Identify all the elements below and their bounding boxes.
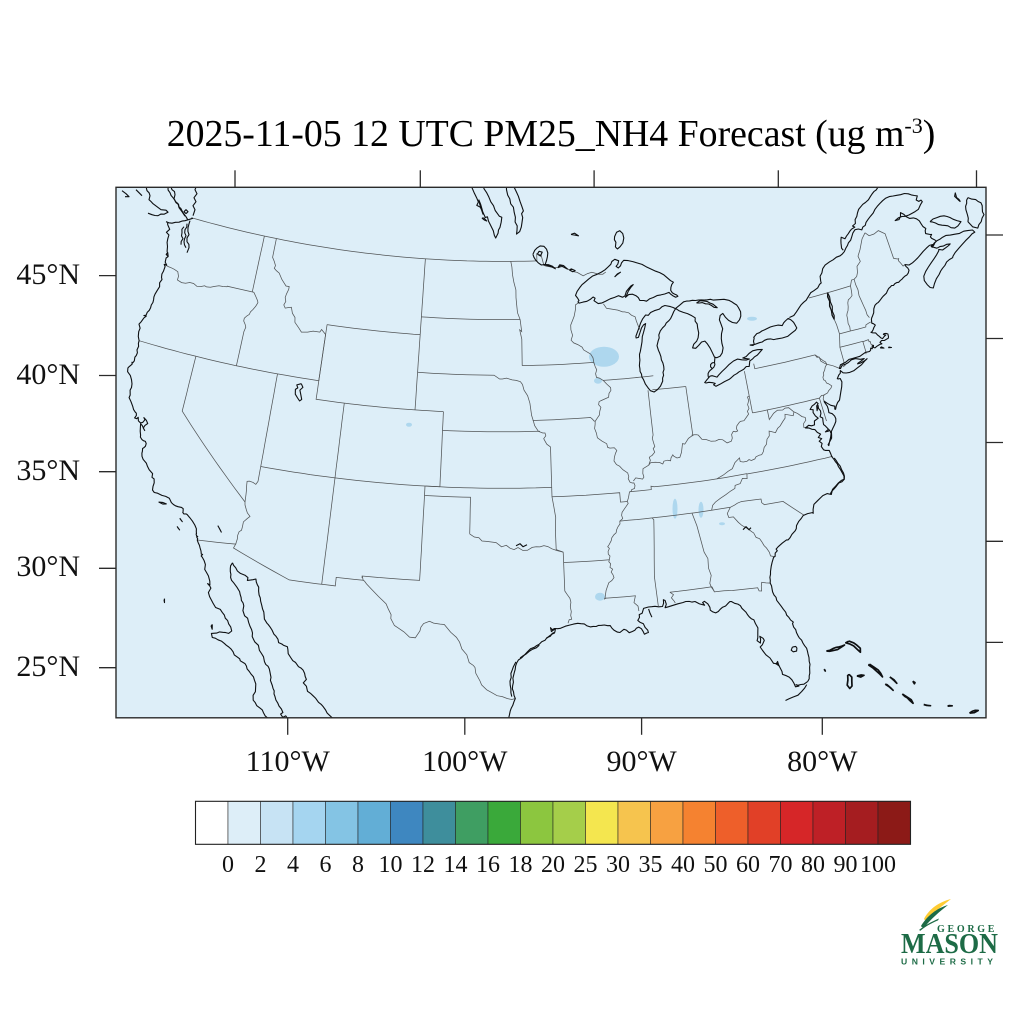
svg-text:UNIVERSITY: UNIVERSITY [901, 957, 996, 967]
svg-text:MASON: MASON [901, 928, 998, 960]
svg-text:GEORGE: GEORGE [937, 924, 998, 935]
